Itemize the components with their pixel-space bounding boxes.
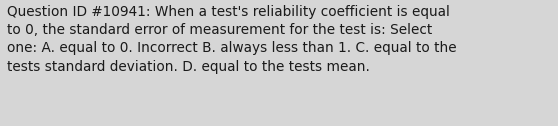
Text: Question ID #10941: When a test's reliability coefficient is equal
to 0, the sta: Question ID #10941: When a test's reliab… — [7, 5, 457, 74]
